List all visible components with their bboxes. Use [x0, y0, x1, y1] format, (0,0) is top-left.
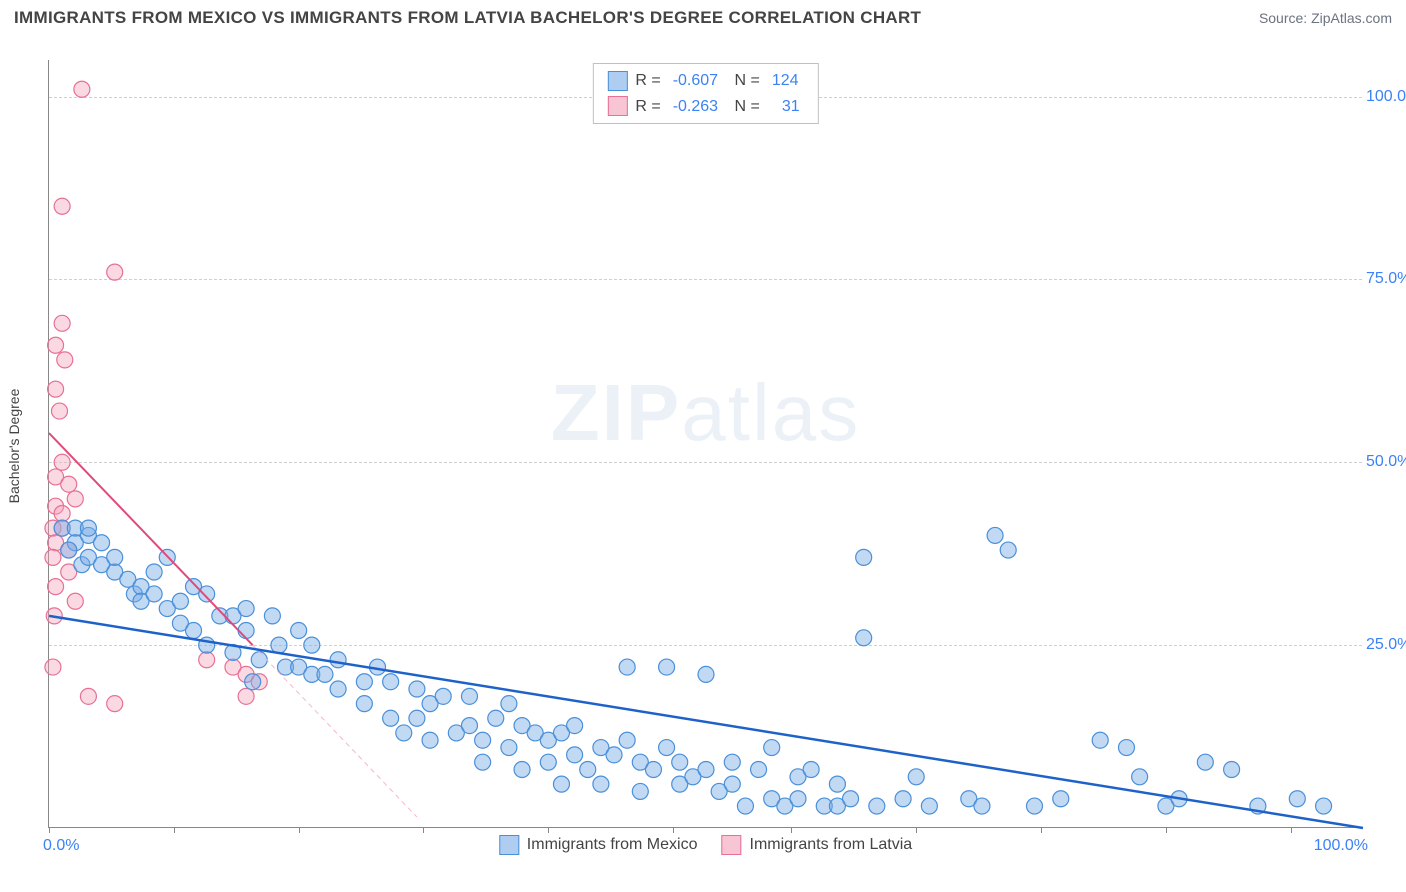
legend-item-latvia: Immigrants from Latvia [721, 835, 912, 855]
xtick-mark [49, 827, 50, 833]
ytick-label: 25.0% [1366, 636, 1406, 654]
xtick-mark [548, 827, 549, 833]
x-min-label: 0.0% [43, 837, 79, 855]
y-axis-label: Bachelor's Degree [6, 389, 22, 504]
chart-header: IMMIGRANTS FROM MEXICO VS IMMIGRANTS FRO… [14, 8, 1392, 28]
swatch-mexico-icon [607, 71, 627, 91]
chart-title: IMMIGRANTS FROM MEXICO VS IMMIGRANTS FRO… [14, 8, 921, 28]
xtick-mark [916, 827, 917, 833]
xtick-mark [1166, 827, 1167, 833]
series-legend: Immigrants from Mexico Immigrants from L… [499, 835, 912, 855]
xtick-mark [423, 827, 424, 833]
xtick-mark [299, 827, 300, 833]
xtick-mark [174, 827, 175, 833]
ytick-label: 100.0% [1366, 88, 1406, 106]
xtick-mark [791, 827, 792, 833]
plot-area: ZIPatlas 25.0%50.0%75.0%100.0% R = -0.60… [48, 60, 1362, 828]
x-max-label: 100.0% [1314, 837, 1368, 855]
swatch-latvia-icon [607, 96, 627, 116]
stats-row-latvia: R = -0.263 N = 31 [607, 94, 803, 120]
xtick-mark [673, 827, 674, 833]
swatch-mexico-icon [499, 835, 519, 855]
xtick-mark [1291, 827, 1292, 833]
scatter-svg [49, 60, 1362, 827]
stats-row-mexico: R = -0.607 N = 124 [607, 68, 803, 94]
swatch-latvia-icon [721, 835, 741, 855]
ytick-label: 75.0% [1366, 270, 1406, 288]
xtick-mark [1041, 827, 1042, 833]
stats-legend: R = -0.607 N = 124 R = -0.263 N = 31 [592, 63, 818, 124]
chart-source: Source: ZipAtlas.com [1259, 10, 1392, 26]
legend-item-mexico: Immigrants from Mexico [499, 835, 698, 855]
ytick-label: 50.0% [1366, 453, 1406, 471]
